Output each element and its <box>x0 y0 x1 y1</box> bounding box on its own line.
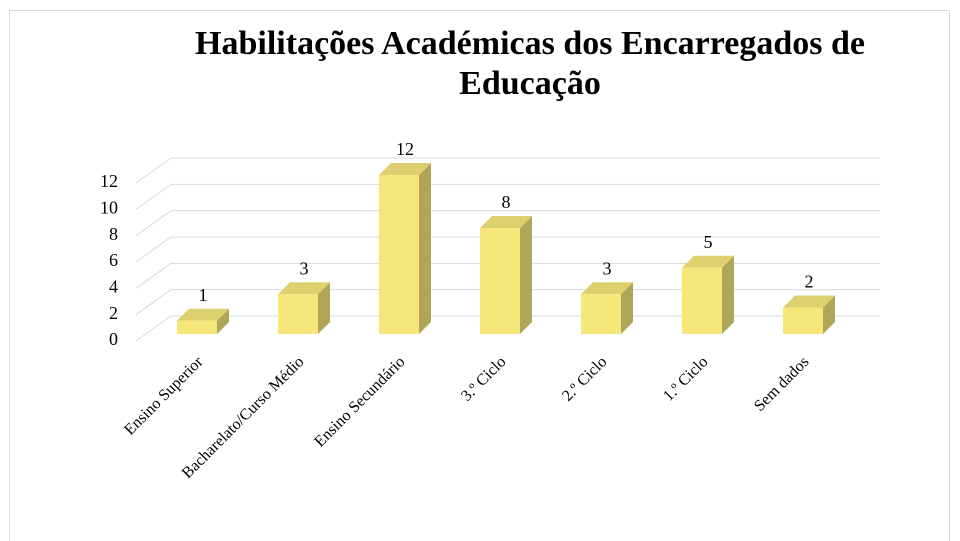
x-tick-label: Ensino Superior <box>121 353 207 439</box>
value-label: 1 <box>199 285 208 305</box>
y-tick-label: 12 <box>100 171 118 191</box>
x-tick-label: Sem dados <box>751 353 812 414</box>
bar-side <box>217 308 229 334</box>
bar <box>379 175 419 334</box>
grid-line <box>135 315 880 342</box>
grid-line <box>135 210 880 237</box>
x-tick-label: 3.º Ciclo <box>458 353 509 404</box>
grid-line <box>135 262 880 289</box>
bar-side <box>722 255 734 334</box>
bar-side <box>419 163 431 334</box>
y-tick-label: 8 <box>109 224 118 244</box>
grid-line <box>135 183 880 210</box>
bar-side <box>318 282 330 334</box>
bar-top <box>278 282 330 295</box>
grid-line <box>135 157 880 184</box>
chart-border <box>9 10 950 541</box>
grid-line <box>135 289 880 316</box>
bar-top <box>480 216 532 228</box>
bar-top <box>783 295 835 308</box>
value-label: 8 <box>502 192 511 212</box>
y-tick-label: 6 <box>109 250 118 270</box>
value-label: 3 <box>603 258 612 278</box>
x-tick-label: 2.º Ciclo <box>559 353 610 404</box>
value-label: 5 <box>704 232 713 252</box>
bar <box>783 307 823 334</box>
bar-top <box>177 308 229 321</box>
bar-side <box>823 295 835 334</box>
y-tick-label: 2 <box>109 303 118 323</box>
bar <box>177 320 217 334</box>
bar-side <box>520 216 532 334</box>
bar-top <box>581 282 633 295</box>
x-tick-label: 1.º Ciclo <box>660 353 711 404</box>
bar <box>682 267 722 334</box>
y-tick-label: 0 <box>109 329 118 349</box>
value-label: 2 <box>805 272 814 292</box>
bar-top <box>379 163 431 175</box>
value-label: 12 <box>396 139 414 159</box>
bar <box>278 294 318 334</box>
y-tick-label: 10 <box>100 197 118 217</box>
y-tick-label: 4 <box>109 276 118 296</box>
bar-top <box>682 255 734 268</box>
bar <box>480 228 520 334</box>
bar <box>581 294 621 334</box>
grid-line <box>135 236 880 263</box>
x-tick-label: Ensino Secundário <box>311 353 408 450</box>
bar-side <box>621 282 633 334</box>
value-label: 3 <box>300 258 309 278</box>
chart-title: Habilitações Académicas dos Encarregados… <box>195 25 865 102</box>
